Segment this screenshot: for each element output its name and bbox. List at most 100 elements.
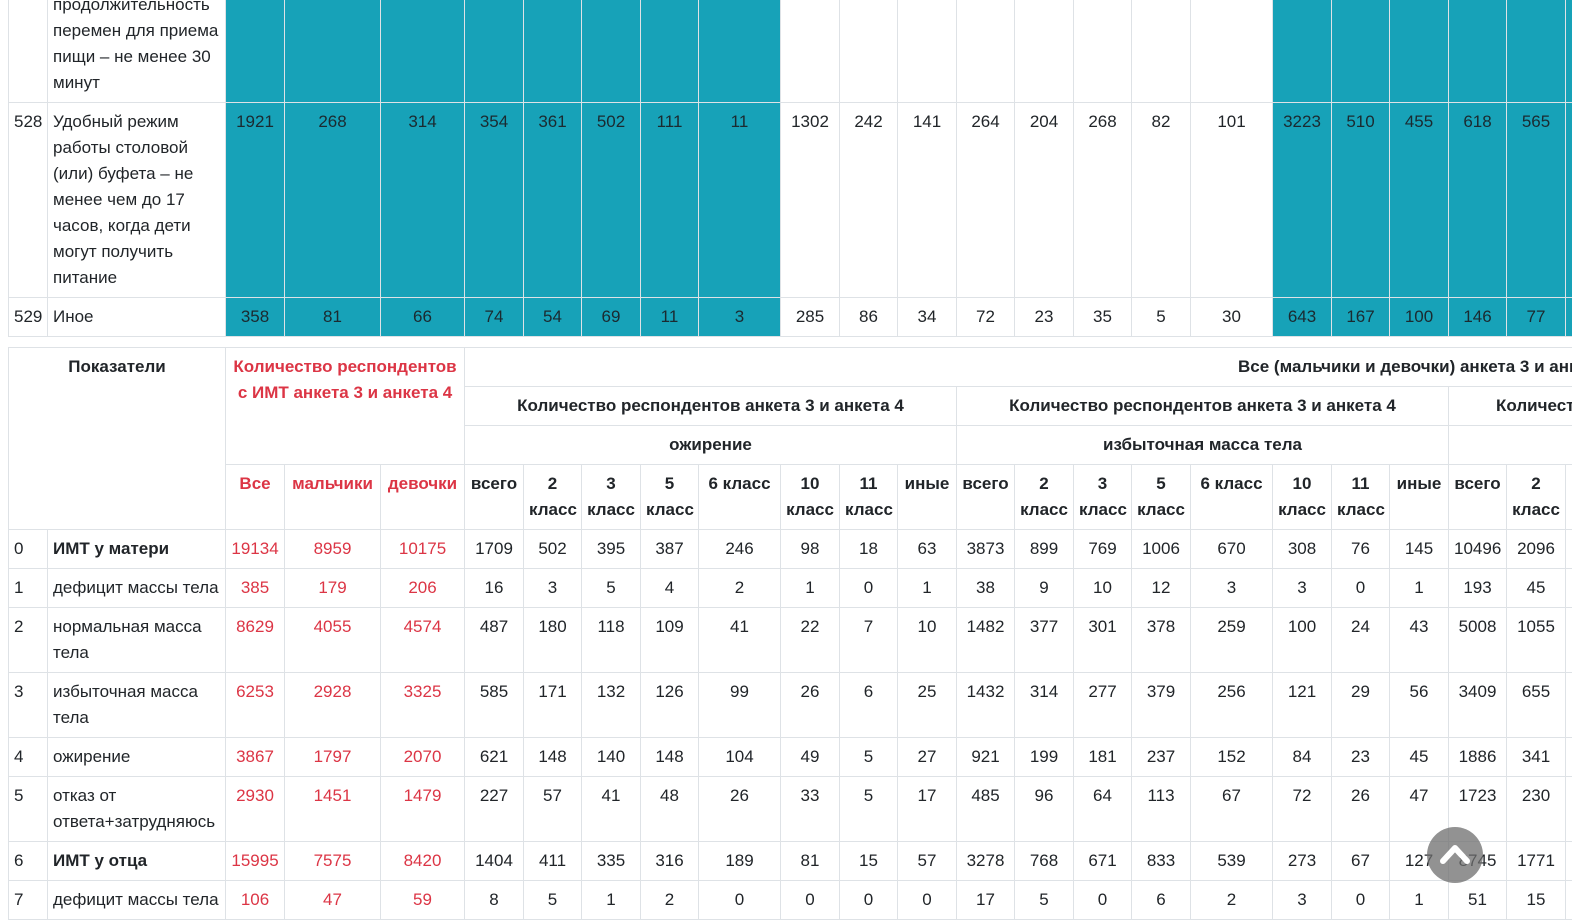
cell: 769 xyxy=(1074,530,1132,569)
cell: 655 xyxy=(1507,673,1566,738)
row-label: отказ от ответа+затрудняюсь xyxy=(48,777,226,842)
cell: 341 xyxy=(1507,738,1566,777)
row-label: избыточная масса тела xyxy=(48,673,226,738)
cell: 539 xyxy=(1191,842,1273,881)
cell: 63 xyxy=(898,530,957,569)
cell: 66 xyxy=(381,298,465,337)
row-index: 7 xyxy=(9,881,48,920)
row-label: нормальная масса тела xyxy=(48,608,226,673)
cell: 3278 xyxy=(957,842,1015,881)
cell: 67 xyxy=(1191,777,1273,842)
cell: 3 xyxy=(524,569,582,608)
cell: 242 xyxy=(840,103,898,298)
cell: 0 xyxy=(1074,881,1132,920)
cell: 5 xyxy=(1132,298,1191,337)
cell: 106 xyxy=(226,881,285,920)
cell: 17 xyxy=(957,881,1015,920)
cell: 72 xyxy=(957,298,1015,337)
header-column: мальчики xyxy=(285,465,381,530)
header-column: иные xyxy=(1390,465,1449,530)
header-all: Все (мальчики и девочки) анкета 3 и анке… xyxy=(465,348,1572,387)
cell: 193 xyxy=(1449,569,1507,608)
cell: 3867 xyxy=(226,738,285,777)
cell: 1709 xyxy=(465,530,524,569)
cell: 1921 xyxy=(226,103,285,298)
cell: 3325 xyxy=(381,673,465,738)
cell: 3 xyxy=(699,298,781,337)
cell: 15 xyxy=(1507,881,1566,920)
cell: 54 xyxy=(524,298,582,337)
cell: 379 xyxy=(1132,673,1191,738)
cell xyxy=(781,0,840,103)
cell: 2 xyxy=(699,569,781,608)
cell xyxy=(699,0,781,103)
row-label: ИМТ у матери xyxy=(48,530,226,569)
cell: 3409 xyxy=(1449,673,1507,738)
header-column: всего xyxy=(957,465,1015,530)
cell: 8629 xyxy=(226,608,285,673)
cell: 5 xyxy=(524,881,582,920)
cell xyxy=(1273,0,1332,103)
cell: 76 xyxy=(1332,530,1390,569)
cell: 11 xyxy=(641,298,699,337)
header-column: 2 класс xyxy=(524,465,582,530)
cell: 0 xyxy=(1332,881,1390,920)
row-index: 2 xyxy=(9,608,48,673)
cell: 113 xyxy=(1132,777,1191,842)
cell: 2 xyxy=(1191,881,1273,920)
cell: 64 xyxy=(1074,777,1132,842)
cell: 100 xyxy=(1390,298,1449,337)
cell: 57 xyxy=(898,842,957,881)
cell: 204 xyxy=(1015,103,1074,298)
row-index: 4 xyxy=(9,738,48,777)
cell: 277 xyxy=(1074,673,1132,738)
cell: 8 xyxy=(465,881,524,920)
cell: 487 xyxy=(465,608,524,673)
cell xyxy=(1566,881,1572,920)
cell: 86 xyxy=(840,298,898,337)
scroll-top-button[interactable] xyxy=(1427,827,1483,883)
cell: 179 xyxy=(285,569,381,608)
cell: 180 xyxy=(524,608,582,673)
row-label: Удобный режим работы столовой (или) буфе… xyxy=(48,103,226,298)
cell xyxy=(582,0,641,103)
cell: 1006 xyxy=(1132,530,1191,569)
cell xyxy=(1566,842,1572,881)
cell: 264 xyxy=(957,103,1015,298)
cell: 26 xyxy=(699,777,781,842)
cell: 29 xyxy=(1332,673,1390,738)
cell: 3 xyxy=(1191,569,1273,608)
header-column: 2 класс xyxy=(1507,465,1566,530)
header-column: Все xyxy=(226,465,285,530)
cell: 9 xyxy=(1015,569,1074,608)
cell: 199 xyxy=(1015,738,1074,777)
table-row: продолжительность перемен для приема пищ… xyxy=(9,0,1572,103)
cell: 2930 xyxy=(226,777,285,842)
cell xyxy=(1566,608,1572,673)
cell: 246 xyxy=(699,530,781,569)
cell: 585 xyxy=(465,673,524,738)
cell: 99 xyxy=(699,673,781,738)
row-label: ИМТ у отца xyxy=(48,842,226,881)
top-table: продолжительность перемен для приема пищ… xyxy=(8,0,1572,337)
cell: 510 xyxy=(1332,103,1390,298)
header-column: 6 класс xyxy=(699,465,781,530)
cell: 5 xyxy=(840,777,898,842)
cell: 0 xyxy=(781,881,840,920)
cell: 10496 xyxy=(1449,530,1507,569)
cell: 59 xyxy=(381,881,465,920)
cell xyxy=(1566,298,1572,337)
header-column: 3 класс xyxy=(1074,465,1132,530)
cell: 171 xyxy=(524,673,582,738)
cell: 273 xyxy=(1273,842,1332,881)
cell: 0 xyxy=(840,569,898,608)
cell: 361 xyxy=(524,103,582,298)
cell: 109 xyxy=(641,608,699,673)
